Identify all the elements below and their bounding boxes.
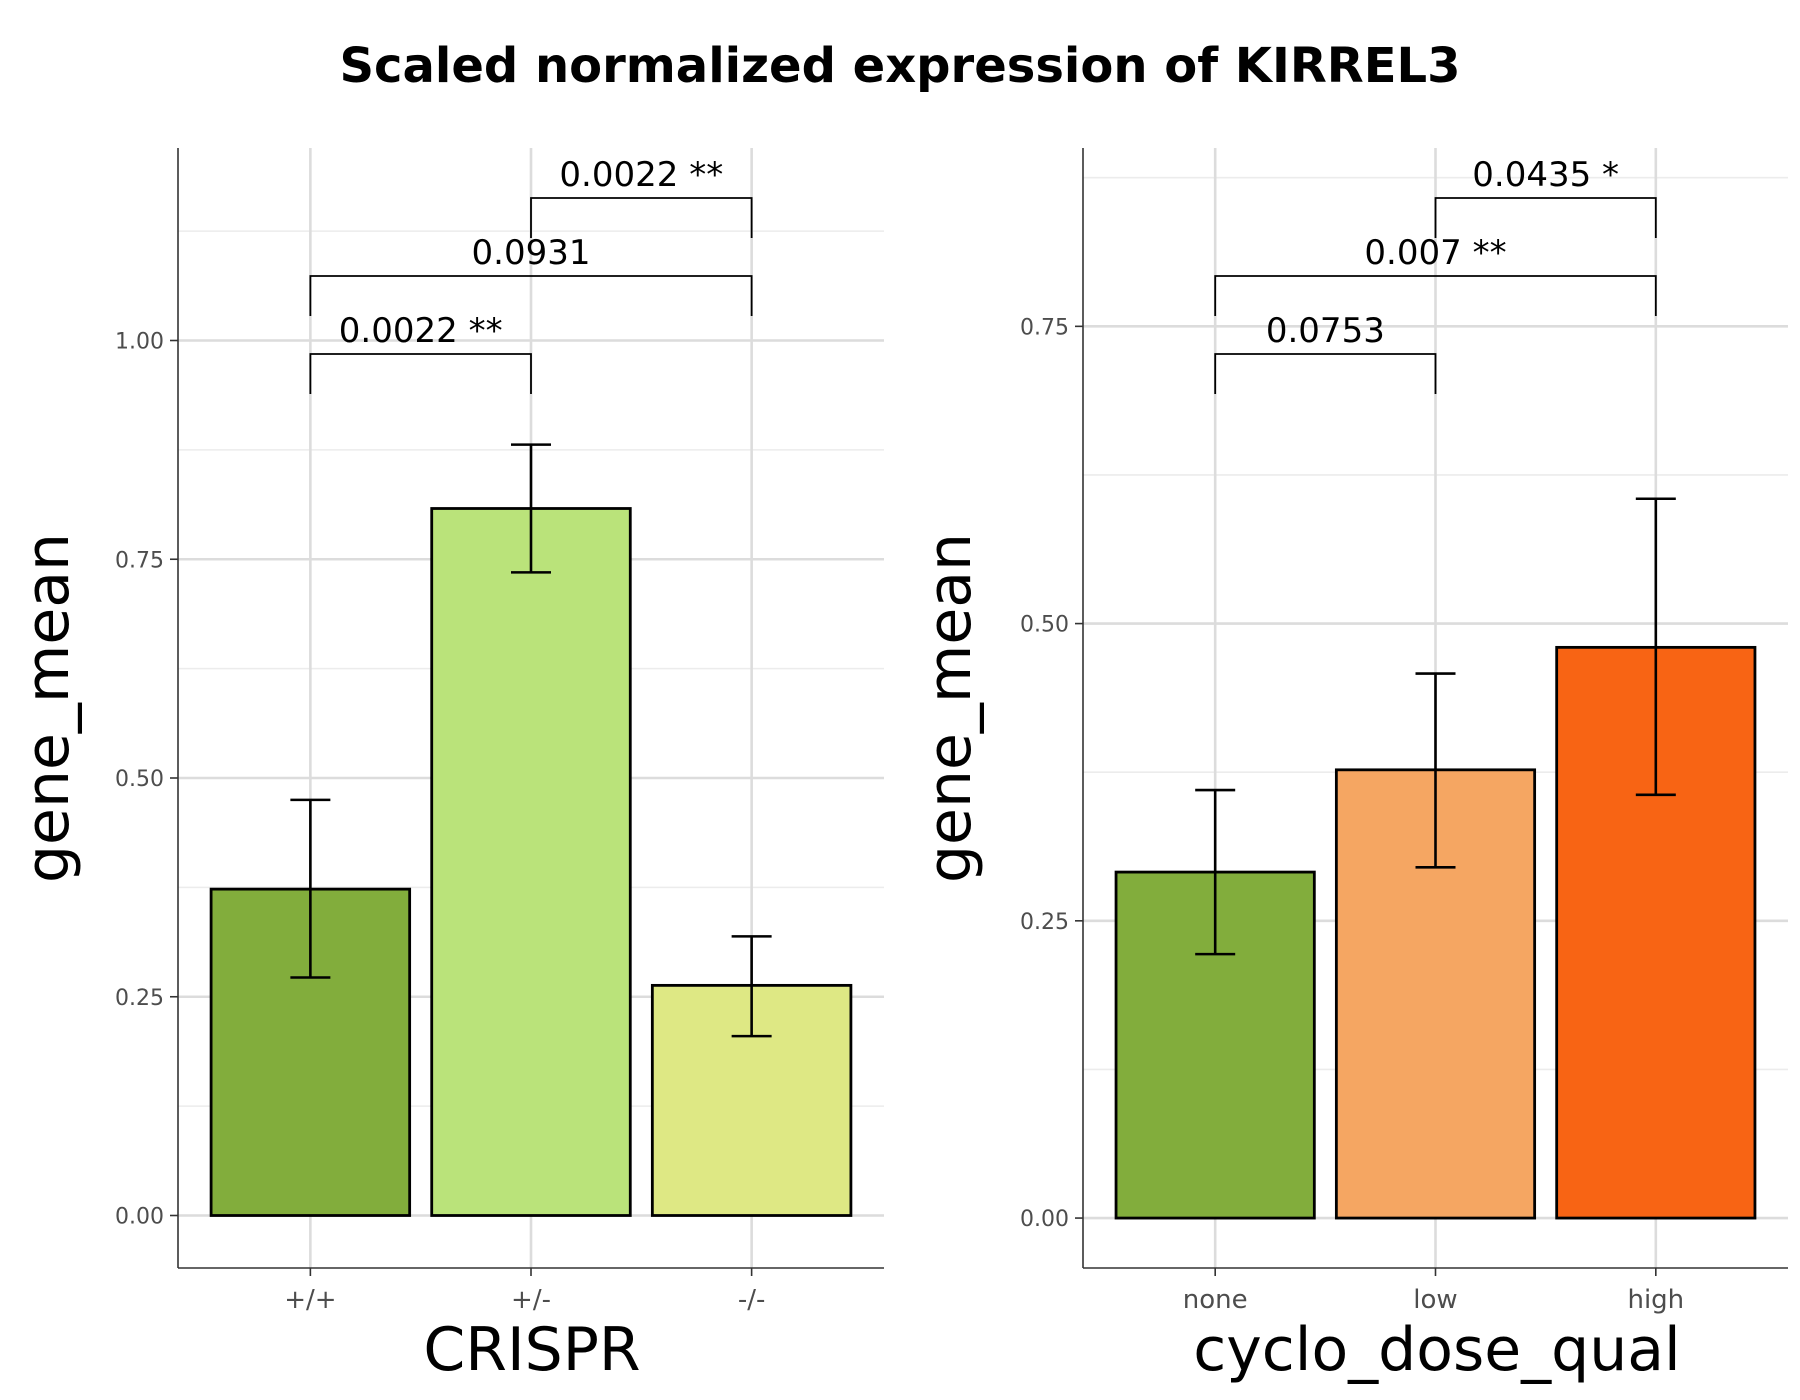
error-bar-2 bbox=[511, 443, 551, 574]
significance-label-3: 0.0022 ** bbox=[559, 155, 723, 195]
significance-bracket-1 bbox=[309, 353, 532, 394]
x-tick-label: none bbox=[1183, 1285, 1248, 1315]
y-tick-label: 1.00 bbox=[115, 330, 164, 355]
bar-2 bbox=[430, 507, 632, 1217]
x-tick-label: +/+ bbox=[284, 1285, 336, 1315]
error-bar-1 bbox=[290, 798, 331, 979]
y-axis-title: gene_mean bbox=[915, 533, 985, 883]
x-axis-title: cyclo_dose_qual bbox=[1193, 1315, 1680, 1385]
significance-bracket-1 bbox=[1214, 353, 1437, 394]
significance-bracket-3 bbox=[1434, 197, 1657, 238]
y-axis-title: gene_mean bbox=[13, 533, 83, 883]
x-tick-label: high bbox=[1627, 1285, 1684, 1315]
x-axis-title: CRISPR bbox=[423, 1315, 640, 1385]
error-bar-2 bbox=[1415, 672, 1456, 869]
significance-bracket-3 bbox=[530, 197, 753, 238]
y-tick-label: 0.75 bbox=[1020, 315, 1069, 340]
error-bar-3 bbox=[731, 935, 772, 1038]
y-tick-label: 0.00 bbox=[1020, 1207, 1069, 1232]
significance-label-1: 0.0022 ** bbox=[339, 311, 503, 351]
y-tick-label: 0.75 bbox=[115, 548, 164, 573]
error-bar-3 bbox=[1635, 497, 1676, 797]
panel-cyclo-dose: 0.00 0.25 0.50 0.75 none low highcyclo_dose_qu… bbox=[915, 148, 1788, 1385]
y-tick-label: 0.00 bbox=[115, 1205, 164, 1230]
significance-label-1: 0.0753 bbox=[1266, 311, 1385, 351]
significance-label-2: 0.007 ** bbox=[1364, 233, 1506, 273]
y-tick-label: 0.50 bbox=[115, 767, 164, 792]
y-tick-label: 0.25 bbox=[115, 986, 164, 1011]
significance-bracket-2 bbox=[1214, 275, 1657, 316]
significance-bracket-2 bbox=[309, 275, 753, 316]
error-bar-1 bbox=[1195, 788, 1236, 956]
x-tick-label: low bbox=[1413, 1285, 1457, 1315]
chart-title: Scaled normalized expression of KIRREL3 bbox=[339, 38, 1460, 94]
x-tick-label: -/- bbox=[738, 1285, 766, 1315]
y-tick-label: 0.25 bbox=[1020, 910, 1069, 935]
significance-label-2: 0.0931 bbox=[472, 233, 591, 273]
significance-label-3: 0.0435 * bbox=[1472, 155, 1619, 195]
x-tick-label: +/- bbox=[511, 1285, 551, 1315]
panel-crispr: 0.00 0.25 0.50 0.75 1.00 +/+ +/- -/- CRISPR gene_… bbox=[13, 148, 884, 1385]
y-tick-label: 0.50 bbox=[1020, 613, 1069, 638]
